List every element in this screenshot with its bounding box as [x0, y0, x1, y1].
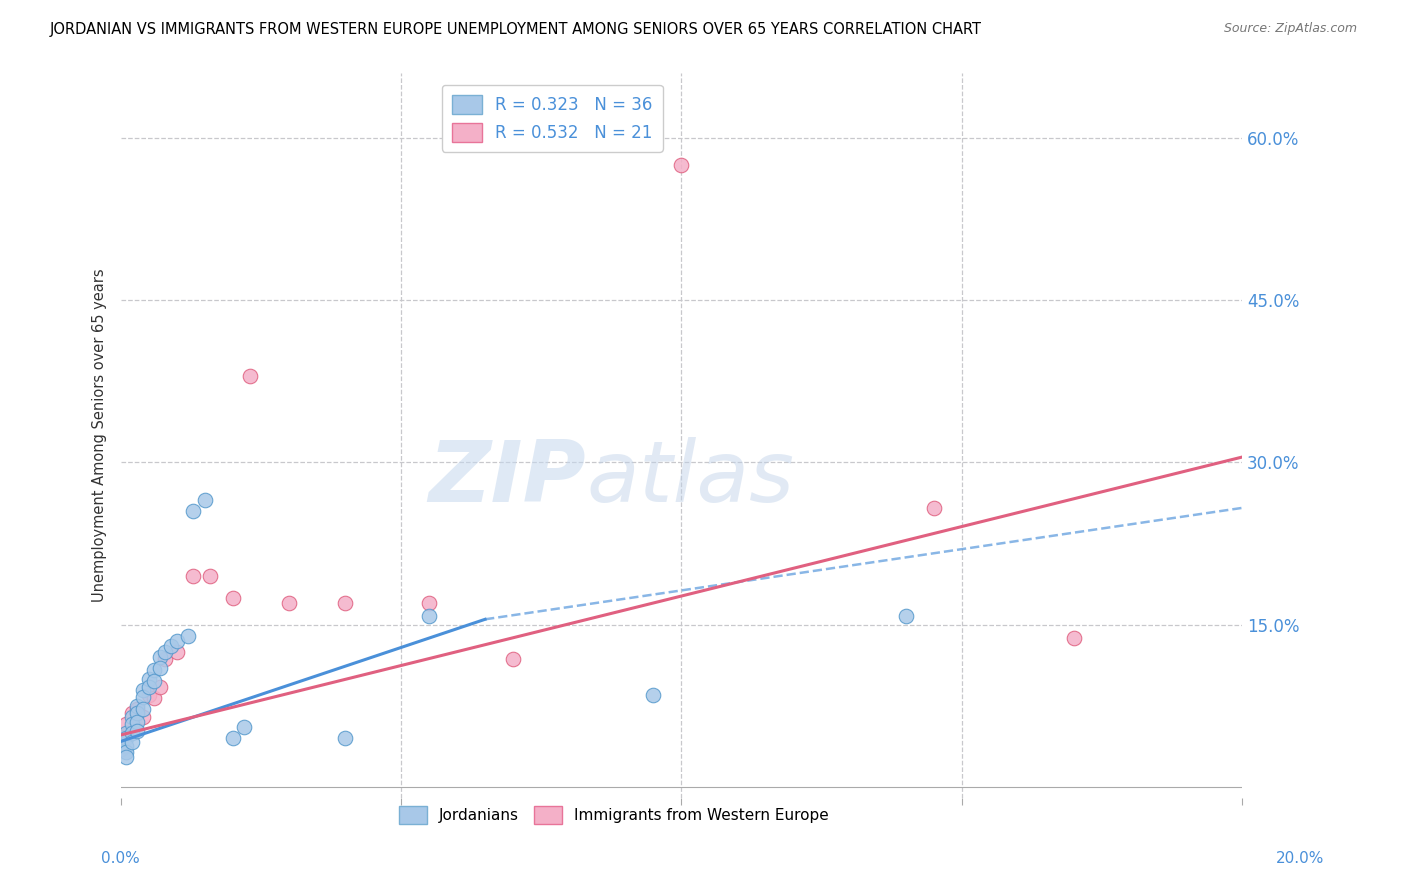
- Point: [238, 368, 260, 383]
- Point: [200, 569, 222, 583]
- Point: [333, 596, 356, 610]
- Text: Source: ZipAtlas.com: Source: ZipAtlas.com: [1223, 22, 1357, 36]
- Point: [115, 745, 138, 759]
- Point: [222, 731, 245, 746]
- Point: [127, 698, 149, 713]
- Point: [671, 158, 693, 172]
- Point: [115, 717, 138, 731]
- Point: [143, 673, 166, 688]
- Legend: Jordanians, Immigrants from Western Europe: Jordanians, Immigrants from Western Euro…: [394, 800, 835, 830]
- Point: [1063, 631, 1085, 645]
- Point: [132, 682, 155, 697]
- Point: [138, 688, 160, 702]
- Text: 0.0%: 0.0%: [101, 851, 141, 865]
- Point: [121, 706, 143, 721]
- Text: JORDANIAN VS IMMIGRANTS FROM WESTERN EUROPE UNEMPLOYMENT AMONG SENIORS OVER 65 Y: JORDANIAN VS IMMIGRANTS FROM WESTERN EUR…: [49, 22, 981, 37]
- Point: [418, 609, 440, 624]
- Point: [115, 731, 138, 746]
- Point: [277, 596, 299, 610]
- Point: [155, 652, 177, 666]
- Point: [418, 596, 440, 610]
- Point: [143, 663, 166, 677]
- Point: [138, 672, 160, 686]
- Point: [110, 742, 132, 756]
- Point: [333, 731, 356, 746]
- Point: [132, 702, 155, 716]
- Point: [121, 709, 143, 723]
- Point: [149, 661, 172, 675]
- Point: [127, 723, 149, 738]
- Point: [502, 652, 524, 666]
- Text: ZIP: ZIP: [429, 437, 586, 520]
- Point: [894, 609, 917, 624]
- Point: [132, 690, 155, 705]
- Point: [143, 691, 166, 706]
- Point: [115, 726, 138, 740]
- Point: [160, 640, 183, 654]
- Text: 20.0%: 20.0%: [1277, 851, 1324, 865]
- Point: [132, 709, 155, 723]
- Point: [155, 645, 177, 659]
- Point: [183, 504, 205, 518]
- Y-axis label: Unemployment Among Seniors over 65 years: Unemployment Among Seniors over 65 years: [93, 268, 107, 602]
- Point: [115, 739, 138, 753]
- Point: [149, 681, 172, 695]
- Point: [166, 634, 188, 648]
- Point: [127, 706, 149, 721]
- Point: [138, 681, 160, 695]
- Point: [922, 500, 945, 515]
- Point: [643, 688, 665, 702]
- Point: [127, 715, 149, 730]
- Point: [194, 493, 217, 508]
- Point: [110, 737, 132, 751]
- Point: [110, 728, 132, 742]
- Point: [115, 749, 138, 764]
- Text: atlas: atlas: [586, 437, 794, 520]
- Point: [121, 734, 143, 748]
- Point: [232, 721, 254, 735]
- Point: [183, 569, 205, 583]
- Point: [121, 717, 143, 731]
- Point: [149, 650, 172, 665]
- Point: [121, 726, 143, 740]
- Point: [127, 702, 149, 716]
- Point: [222, 591, 245, 605]
- Point: [177, 628, 200, 642]
- Point: [166, 645, 188, 659]
